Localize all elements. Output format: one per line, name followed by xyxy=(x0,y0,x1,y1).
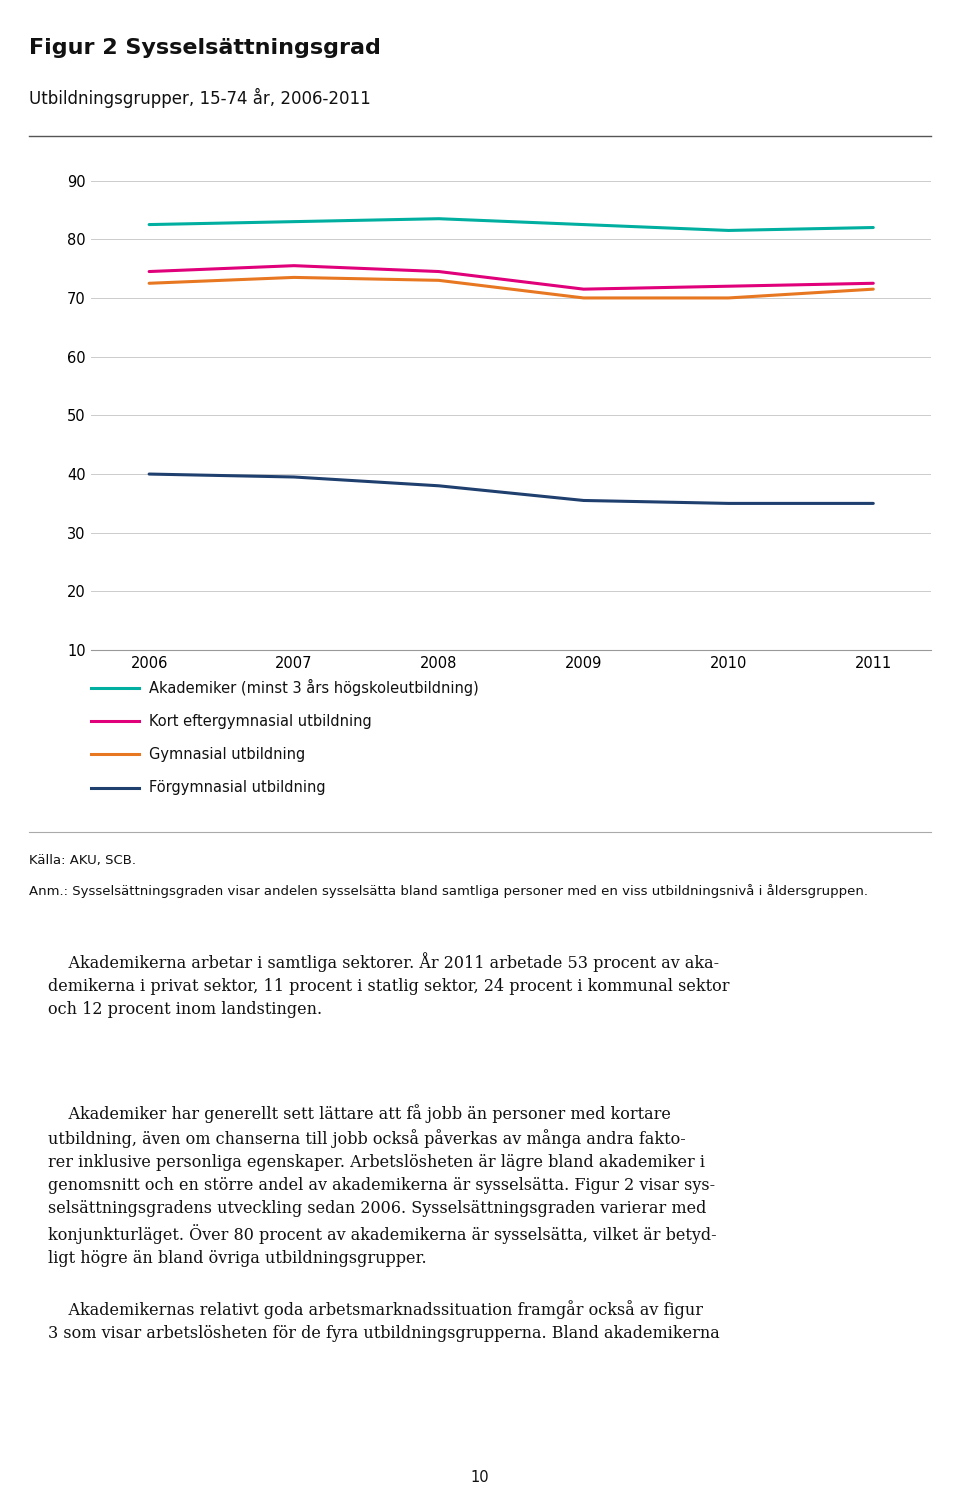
Text: Källa: AKU, SCB.: Källa: AKU, SCB. xyxy=(29,854,135,868)
Text: Kort eftergymnasial utbildning: Kort eftergymnasial utbildning xyxy=(149,714,372,729)
Text: Anm.: Sysselsättningsgraden visar andelen sysselsätta bland samtliga personer me: Anm.: Sysselsättningsgraden visar andele… xyxy=(29,885,868,898)
Text: Gymnasial utbildning: Gymnasial utbildning xyxy=(149,747,305,762)
Text: Akademikerna arbetar i samtliga sektorer. År 2011 arbetade 53 procent av aka-
de: Akademikerna arbetar i samtliga sektorer… xyxy=(48,953,730,1018)
Text: Akademiker har generellt sett lättare att få jobb än personer med kortare
utbild: Akademiker har generellt sett lättare at… xyxy=(48,1104,716,1267)
Text: Akademiker (minst 3 års högskoleutbildning): Akademiker (minst 3 års högskoleutbildni… xyxy=(149,679,478,697)
Text: Figur 2 Sysselsättningsgrad: Figur 2 Sysselsättningsgrad xyxy=(29,38,381,57)
Text: 10: 10 xyxy=(470,1470,490,1485)
Text: Utbildningsgrupper, 15-74 år, 2006-2011: Utbildningsgrupper, 15-74 år, 2006-2011 xyxy=(29,88,371,107)
Text: Förgymnasial utbildning: Förgymnasial utbildning xyxy=(149,780,325,795)
Text: Akademikernas relativt goda arbetsmarknadssituation framgår också av figur
3 som: Akademikernas relativt goda arbetsmarkna… xyxy=(48,1300,720,1343)
